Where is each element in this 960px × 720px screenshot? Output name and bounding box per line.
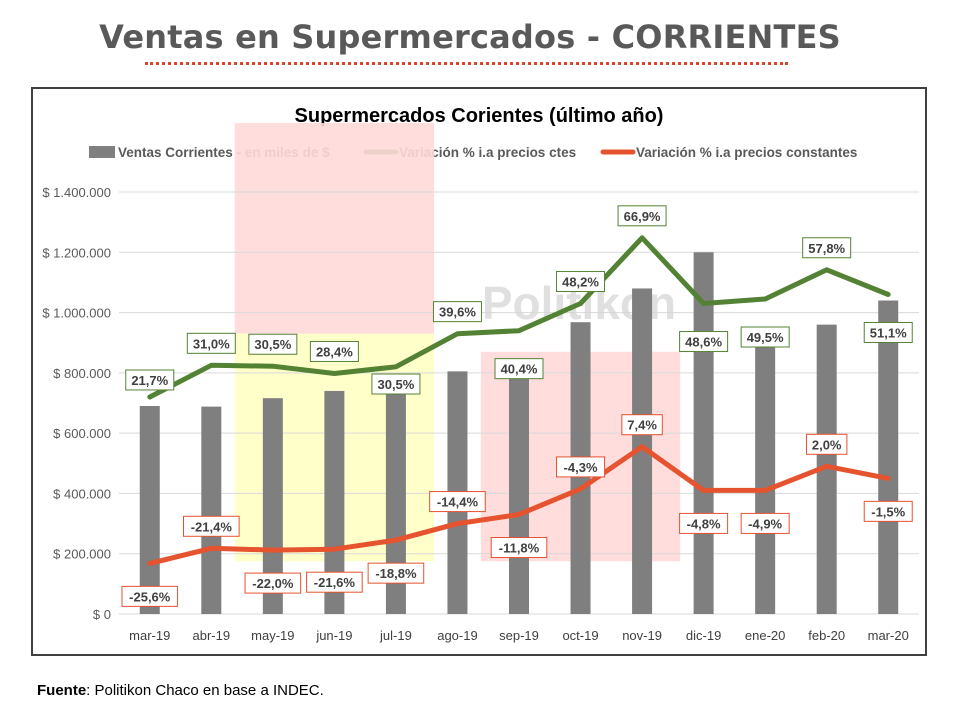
source-text: : Politikon Chaco en base a INDEC.: [86, 682, 324, 699]
x-tick-label: oct-19: [562, 628, 598, 643]
data-label-constantes-box: [490, 537, 548, 559]
data-label-constantes: -4,8%: [687, 516, 721, 531]
data-label-ctes: 39,6%: [439, 305, 476, 320]
x-tick-label: ene-20: [745, 628, 785, 643]
data-label-ctes: 31,0%: [193, 336, 230, 351]
chart-frame: [31, 87, 927, 656]
title-underline: [145, 62, 788, 65]
y-tick-label: $ 600.000: [53, 426, 111, 441]
data-label-ctes-box: [863, 321, 913, 343]
source-label: Fuente: [37, 682, 87, 699]
y-tick-label: $ 800.000: [53, 366, 111, 381]
data-label-constantes: -1,5%: [871, 504, 905, 519]
data-label-constantes: -25,6%: [129, 589, 171, 604]
data-label-ctes-box: [309, 340, 359, 362]
x-tick-label: jun-19: [315, 628, 352, 643]
line-variacion-ctes: [147, 235, 891, 400]
x-tick-label: abr-19: [193, 628, 231, 643]
data-label-constantes: -21,6%: [314, 575, 356, 590]
data-label-ctes-box: [494, 358, 544, 380]
x-tick-label: dic-19: [686, 628, 721, 643]
data-label-ctes-box: [556, 271, 606, 293]
data-label-constantes-box: [863, 500, 913, 522]
data-label-constantes: -21,4%: [191, 519, 233, 534]
chart: Supermercados Corientes (último año)Vent…: [42, 105, 919, 643]
data-label-ctes: 30,5%: [254, 337, 291, 352]
bar-ventas: [201, 406, 222, 614]
data-label-constantes-box: [121, 585, 179, 607]
legend-label: Variación % i.a precios constantes: [636, 145, 857, 160]
data-label-ctes: 66,9%: [624, 209, 661, 224]
data-label-constantes-box: [183, 515, 240, 537]
bar-ventas: [139, 406, 160, 614]
data-label-constantes-box: [244, 572, 302, 594]
x-tick-label: feb-20: [808, 628, 845, 643]
data-label-ctes-box: [125, 369, 175, 391]
x-tick-label: mar-19: [129, 628, 170, 643]
line-variacion-constantes: [147, 444, 891, 566]
x-tick-label: mar-20: [868, 628, 909, 643]
data-label-constantes: -4,9%: [748, 516, 782, 531]
data-label-constantes: 2,0%: [812, 437, 842, 452]
y-tick-label: $ 1.200.000: [42, 245, 111, 260]
data-label-constantes: 7,4%: [627, 418, 657, 433]
data-label-ctes-box: [248, 333, 298, 355]
data-label-ctes: 21,7%: [131, 373, 168, 388]
data-label-ctes: 51,1%: [870, 325, 907, 340]
data-label-ctes: 49,5%: [747, 330, 784, 345]
bar-ventas: [385, 390, 406, 614]
data-label-constantes-box: [679, 512, 729, 534]
data-label-constantes: -18,8%: [375, 566, 417, 581]
y-tick-label: $ 400.000: [53, 486, 111, 501]
data-label-ctes: 48,6%: [685, 335, 722, 350]
source-footer: Fuente: Politikon Chaco en base a INDEC.: [37, 682, 324, 699]
data-label-constantes-box: [306, 571, 363, 593]
bar-ventas: [755, 327, 776, 614]
y-tick-label: $ 0: [93, 607, 111, 622]
chart-title: Supermercados Corientes (último año): [295, 105, 664, 127]
bar-ventas: [509, 363, 529, 614]
bar-ventas: [632, 288, 653, 614]
bar-ventas: [878, 300, 899, 614]
data-label-ctes: 28,4%: [316, 344, 353, 359]
data-label-ctes-box: [186, 332, 236, 354]
data-label-constantes-box: [740, 512, 790, 534]
data-label-constantes-box: [556, 456, 606, 478]
data-label-constantes: -4,3%: [564, 460, 598, 475]
data-label-ctes: 30,5%: [377, 377, 414, 392]
data-label-ctes-box: [371, 373, 421, 395]
page-title: Ventas en Supermercados - CORRIENTES: [99, 18, 841, 56]
data-label-constantes-box: [367, 562, 425, 584]
bar-ventas: [816, 324, 837, 614]
x-tick-label: nov-19: [622, 628, 662, 643]
data-label-ctes-box: [802, 237, 852, 259]
y-tick-label: $ 1.000.000: [42, 306, 111, 321]
data-label-ctes: 48,2%: [562, 275, 599, 290]
bar-ventas: [693, 252, 714, 615]
data-label-constantes: -14,4%: [437, 495, 479, 510]
x-tick-label: jul-19: [379, 628, 412, 643]
data-label-ctes-box: [617, 205, 667, 227]
data-label-ctes: 40,4%: [501, 362, 538, 377]
bar-ventas: [324, 390, 345, 614]
legend-label: Variación % i.a precios ctes: [399, 145, 576, 160]
data-label-constantes-box: [429, 491, 486, 513]
y-tick-label: $ 200.000: [53, 547, 111, 562]
x-tick-label: ago-19: [437, 628, 477, 643]
x-tick-label: sep-19: [499, 628, 539, 643]
data-label-ctes: 57,8%: [808, 241, 845, 256]
data-label-ctes-box: [679, 331, 729, 353]
x-tick-label: may-19: [251, 628, 294, 643]
legend-swatch-bar: [89, 146, 115, 158]
highlight-area-red: [234, 123, 435, 334]
data-label-constantes-box: [805, 433, 848, 455]
y-tick-label: $ 1.400.000: [42, 185, 111, 200]
data-label-ctes-box: [740, 326, 790, 348]
data-label-constantes-box: [621, 414, 663, 436]
bar-ventas: [262, 398, 283, 614]
data-label-ctes-box: [432, 301, 482, 323]
data-label-constantes: -22,0%: [252, 576, 294, 591]
data-label-constantes: -11,8%: [499, 541, 540, 556]
